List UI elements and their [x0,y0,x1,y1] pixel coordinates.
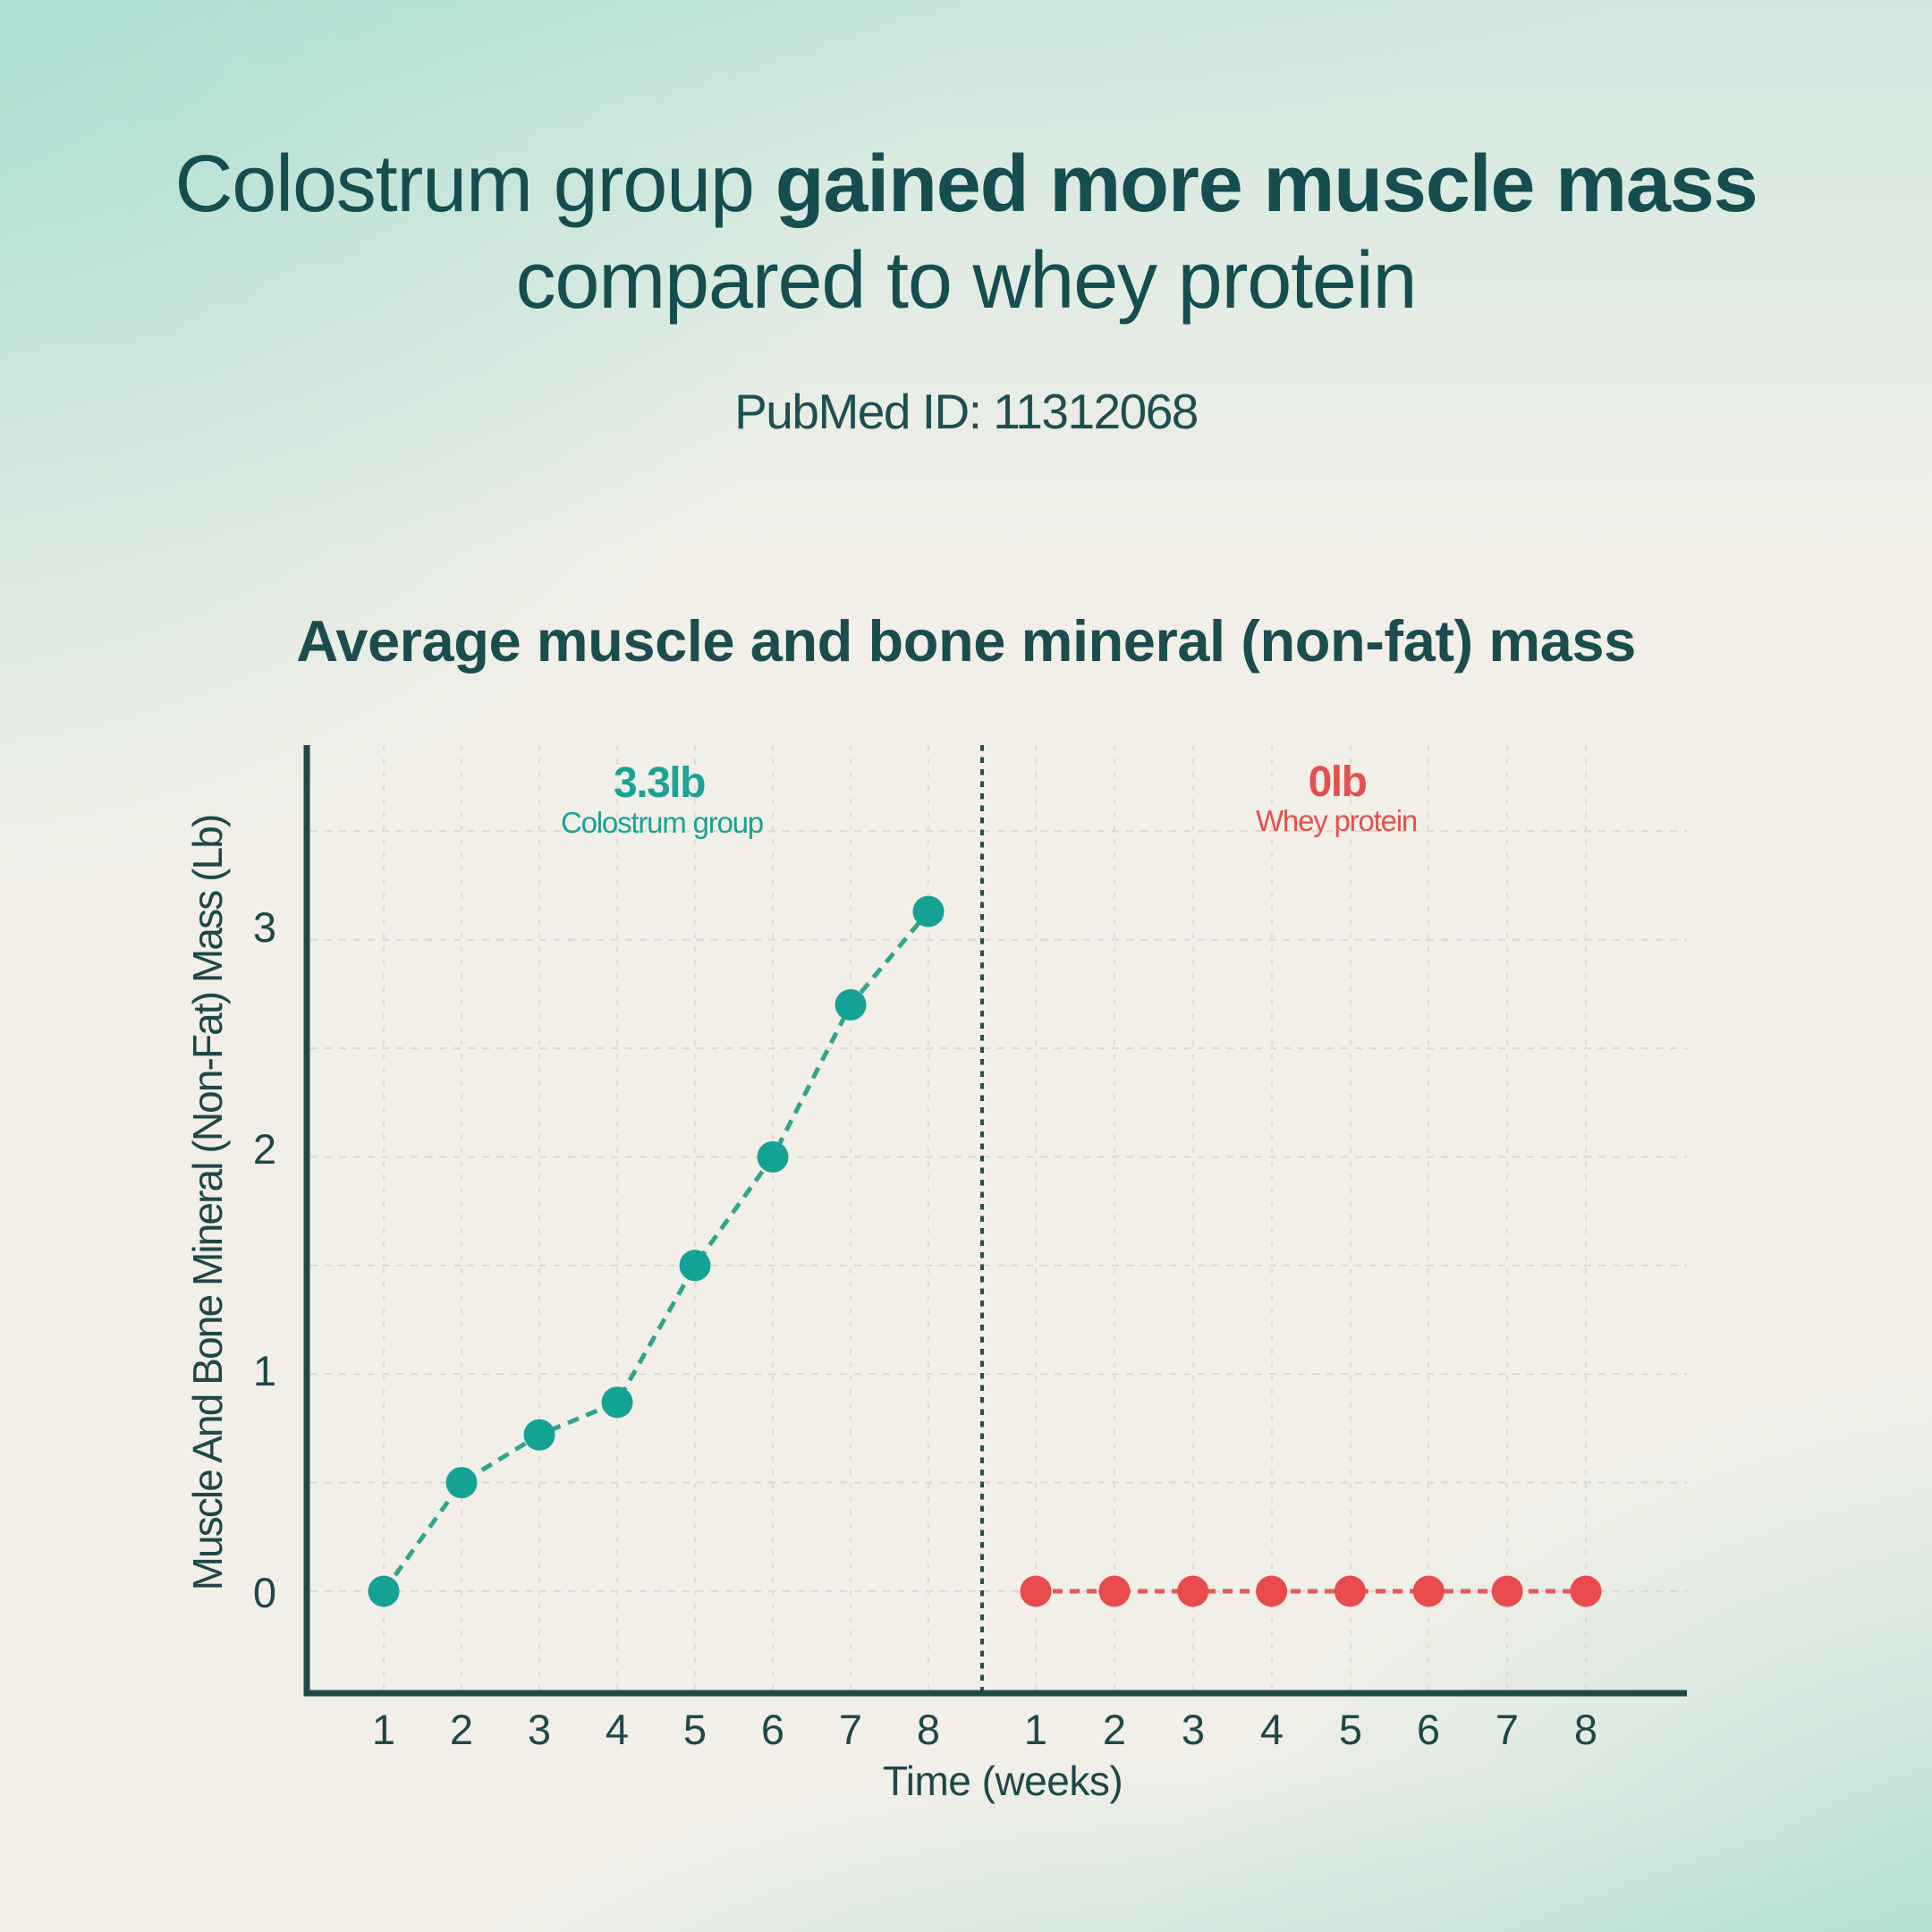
svg-text:7: 7 [1496,1706,1519,1753]
svg-text:6: 6 [1417,1706,1440,1753]
svg-text:5: 5 [683,1706,707,1753]
svg-text:1: 1 [253,1347,276,1394]
svg-text:2: 2 [253,1125,276,1173]
svg-text:Muscle And Bone Mineral (Non-F: Muscle And Bone Mineral (Non-Fat) Mass (… [184,816,231,1591]
svg-text:6: 6 [761,1706,784,1753]
svg-text:4: 4 [1260,1706,1284,1753]
svg-text:1: 1 [1024,1706,1047,1753]
svg-text:Whey protein: Whey protein [1256,804,1417,837]
svg-text:0lb: 0lb [1309,758,1367,806]
svg-text:1: 1 [372,1706,395,1753]
svg-text:4: 4 [606,1706,629,1753]
svg-text:3: 3 [528,1706,551,1753]
svg-text:7: 7 [839,1706,862,1753]
svg-text:3.3lb: 3.3lb [614,759,705,807]
svg-text:8: 8 [917,1706,940,1753]
svg-text:5: 5 [1339,1706,1362,1753]
svg-text:3: 3 [1182,1706,1205,1753]
svg-text:3: 3 [253,903,276,951]
svg-text:Time (weeks): Time (weeks) [883,1758,1123,1804]
svg-text:0: 0 [253,1569,276,1616]
svg-text:2: 2 [450,1706,473,1753]
svg-text:Colostrum group: Colostrum group [561,806,763,839]
svg-text:8: 8 [1574,1706,1597,1753]
svg-text:2: 2 [1103,1706,1126,1753]
